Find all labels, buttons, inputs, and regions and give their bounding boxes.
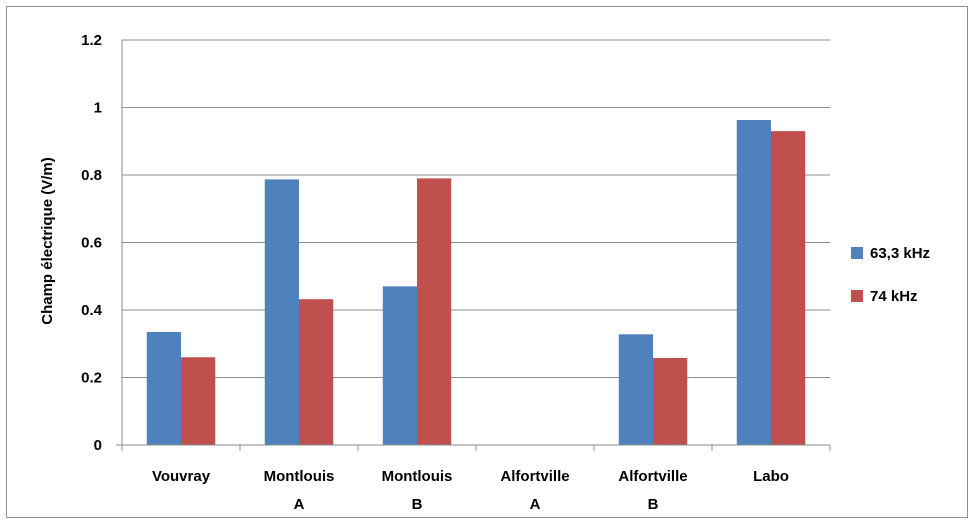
bar-series-1 bbox=[264, 179, 299, 445]
x-category-label: Labo bbox=[753, 468, 789, 485]
x-category-label: Vouvray bbox=[152, 468, 211, 485]
bar-series-2 bbox=[653, 357, 688, 445]
y-tick-label: 0.4 bbox=[81, 302, 103, 319]
bar-series-2 bbox=[181, 357, 216, 445]
legend-swatch bbox=[851, 290, 863, 302]
y-tick-label: 0 bbox=[94, 437, 102, 454]
legend: 63,3 kHz 74 kHz bbox=[851, 245, 930, 305]
bar-series-2 bbox=[771, 131, 806, 445]
bar-series-1 bbox=[382, 286, 417, 445]
x-category-label: A bbox=[530, 496, 541, 513]
gridlines bbox=[122, 39, 830, 378]
axes bbox=[116, 40, 831, 451]
y-tick-label: 0.2 bbox=[81, 370, 102, 387]
y-tick-label: 0.6 bbox=[81, 235, 102, 252]
y-axis-title: Champ électrique (V/m) bbox=[39, 157, 56, 325]
x-category-label: Alfortville bbox=[618, 468, 687, 485]
bar-series-2 bbox=[299, 299, 334, 445]
x-category-label: Montlouis bbox=[382, 468, 453, 485]
bar-series-1 bbox=[618, 334, 653, 445]
legend-label: 63,3 kHz bbox=[870, 245, 930, 262]
bar-series-1 bbox=[146, 331, 181, 445]
bar-series-1 bbox=[736, 119, 771, 446]
y-tick-label: 1 bbox=[94, 100, 102, 117]
legend-label: 74 kHz bbox=[870, 288, 918, 305]
bars bbox=[146, 119, 806, 446]
y-axis-ticks: 0 0.2 0.4 0.6 0.8 1 1.2 bbox=[81, 32, 103, 454]
legend-swatch bbox=[851, 247, 863, 259]
x-category-label: B bbox=[412, 496, 423, 513]
x-category-label: B bbox=[648, 496, 659, 513]
y-tick-label: 0.8 bbox=[81, 167, 102, 184]
y-tick-label: 1.2 bbox=[81, 32, 102, 49]
x-axis-category-labels: Vouvray MontlouisAMontlouisBAlfortvilleAA… bbox=[152, 468, 789, 513]
x-category-label: Montlouis bbox=[264, 468, 335, 485]
x-category-label: A bbox=[294, 496, 305, 513]
bar-series-2 bbox=[417, 178, 452, 445]
x-category-label: Alfortville bbox=[500, 468, 569, 485]
